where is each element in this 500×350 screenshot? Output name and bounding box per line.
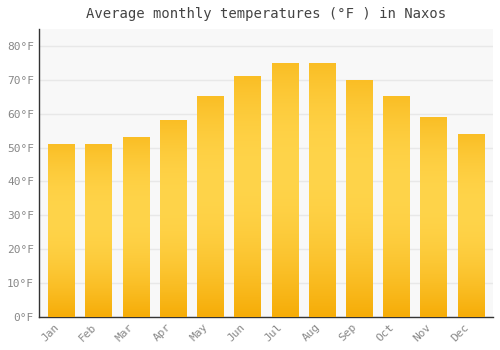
- Title: Average monthly temperatures (°F ) in Naxos: Average monthly temperatures (°F ) in Na…: [86, 7, 446, 21]
